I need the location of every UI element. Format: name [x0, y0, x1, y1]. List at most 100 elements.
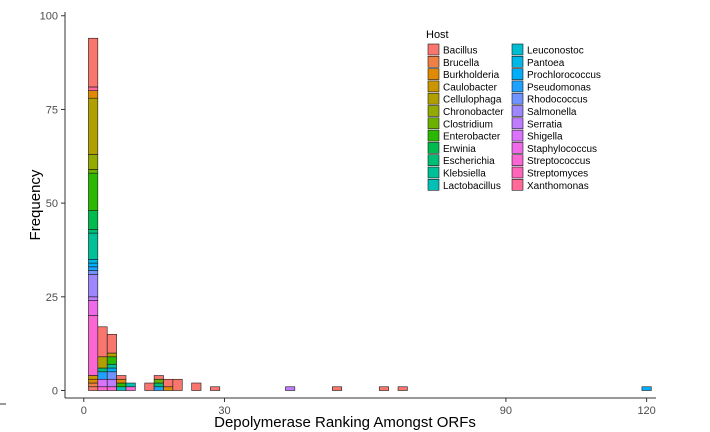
bar-segment-bacillus-bin-24: [191, 382, 202, 391]
bar-segment-serratia-bin-44: [285, 386, 296, 391]
bar-segment-burkholderia-bin-2: [88, 90, 99, 99]
bar-segment-bacillus-bin-2: [88, 37, 99, 88]
bar-segment-bacillus-bin-16: [153, 375, 164, 380]
legend-label-brucella: Brucella: [443, 58, 480, 69]
legend-title: Host: [426, 29, 449, 41]
bar-segment-xanthomonas-bin-2: [88, 86, 99, 91]
bar-segment-burkholderia-bin-8: [116, 378, 127, 384]
legend-label-burkholderia: Burkholderia: [443, 70, 500, 81]
bar-segment-bacillus-bin-28: [210, 386, 221, 391]
bar-segment-bacillus-bin-6: [106, 333, 117, 354]
legend-label-cellulophaga: Cellulophaga: [443, 95, 502, 106]
legend-swatch-pantoea: [511, 55, 524, 68]
bar-segment-bacillus-bin-64: [378, 386, 389, 391]
bar-segment-bacillus-bin-68: [397, 386, 408, 391]
bar-segment-pseudomonas-bin-2: [88, 266, 99, 271]
bar-segment-clostridium-bin-16: [153, 378, 164, 384]
legend-swatch-burkholderia: [427, 68, 440, 80]
legend-swatch-lactobacillus: [427, 179, 440, 191]
legend-swatch-rhodococcus: [511, 92, 524, 105]
y-tick-label-0: 0: [52, 386, 58, 398]
legend-label-pantoea: Pantoea: [527, 58, 565, 69]
bar-segment-cellulophaga-bin-4: [97, 356, 108, 369]
plot-area: 0 25 50 75 100 0 30 90 120: [40, 11, 656, 417]
bars-layer: [88, 37, 652, 391]
legend-swatch-staphylococcus: [511, 142, 524, 154]
y-tick-label-50: 50: [46, 198, 58, 210]
legend-swatch-leuconostoc: [511, 43, 524, 56]
y-axis-ticks: 0 25 50 75 100: [40, 11, 65, 398]
bar-segment-lactobacillus-bin-8: [116, 386, 127, 391]
legend-swatch-caulobacter: [427, 80, 440, 93]
bar-segment-enterobacter-bin-8: [116, 382, 127, 388]
legend-label-serratia: Serratia: [527, 119, 562, 130]
legend-swatch-prochlorococcus: [511, 68, 524, 80]
bar-segment-bacillus-bin-14: [144, 382, 155, 391]
legend-swatch-salmonella: [511, 105, 524, 117]
x-tick-label-0: 0: [81, 405, 87, 417]
legend-label-staphylococcus: Staphylococcus: [527, 144, 597, 155]
legend-label-leuconostoc: Leuconostoc: [527, 46, 584, 57]
bar-segment-escherichia-bin-16: [153, 382, 164, 388]
legend-label-shigella: Shigella: [527, 132, 563, 143]
legend-label-prochlorococcus: Prochlorococcus: [527, 70, 601, 81]
bar-segment-lactobacillus-bin-10: [125, 382, 136, 388]
legend-label-lactobacillus: Lactobacillus: [443, 181, 501, 192]
bar-segment-streptococcus-bin-6: [106, 386, 117, 391]
bar-segment-burkholderia-bin-18: [163, 386, 174, 391]
bar-segment-klebsiella-bin-2: [88, 232, 99, 260]
y-tick-label-75: 75: [46, 104, 58, 116]
bar-segment-clostridium-bin-2: [88, 169, 99, 174]
bar-segment-cellulophaga-bin-6: [106, 352, 117, 358]
legend-label-rhodococcus: Rhodococcus: [527, 95, 588, 106]
bar-segment-pseudomonas-bin-16: [153, 386, 164, 391]
bar-segment-streptococcus-bin-4: [97, 386, 108, 391]
bar-segment-burkholderia-bin-2: [88, 378, 99, 384]
bar-segment-cellulophaga-bin-2: [88, 97, 99, 155]
y-tick-label-25: 25: [46, 292, 58, 304]
legend-swatch-cellulophaga: [427, 92, 440, 105]
bar-segment-rhodococcus-bin-2: [88, 270, 99, 275]
bar-segment-klebsiella-bin-6: [106, 363, 117, 369]
bar-segment-pseudomonas-bin-4: [97, 371, 108, 380]
legend-label-erwinia: Erwinia: [443, 144, 476, 155]
bar-segment-enterobacter-bin-2: [88, 172, 99, 211]
legend-label-chronobacter: Chronobacter: [443, 107, 504, 118]
legend-label-streptomyces: Streptomyces: [527, 169, 588, 180]
x-axis-ticks: 0 30 90 120: [81, 398, 656, 417]
bar-segment-prochlorococcus-bin-2: [88, 262, 99, 268]
legend-label-klebsiella: Klebsiella: [443, 169, 486, 180]
bar-segment-staphylococcus-bin-2: [88, 300, 99, 316]
legend-swatch-brucella: [427, 55, 440, 68]
bar-segment-streptococcus-bin-10: [125, 386, 136, 391]
bar-segment-escherichia-bin-4: [97, 367, 108, 373]
bar-segment-enterobacter-bin-6: [106, 356, 117, 365]
bar-segment-erwinia-bin-2: [88, 210, 99, 230]
x-tick-label-30: 30: [218, 405, 230, 417]
y-axis-title: Frequency: [27, 169, 44, 240]
bar-segment-bacillus-bin-18: [163, 378, 174, 388]
legend: Host BacillusBrucellaBurkholderiaCauloba…: [426, 29, 601, 192]
bar-segment-prochlorococcus-bin-120: [641, 386, 652, 391]
legend-swatch-streptococcus: [511, 154, 524, 166]
legend-label-caulobacter: Caulobacter: [443, 82, 498, 93]
legend-swatch-clostridium: [427, 117, 440, 130]
legend-label-streptococcus: Streptococcus: [527, 156, 590, 167]
legend-swatch-escherichia: [427, 154, 440, 166]
bar-segment-caulobacter-bin-2: [88, 375, 99, 380]
legend-swatch-chronobacter: [427, 105, 440, 117]
legend-swatch-shigella: [511, 129, 524, 142]
legend-label-clostridium: Clostridium: [443, 119, 493, 130]
x-tick-label-120: 120: [637, 405, 655, 417]
legend-swatch-serratia: [511, 117, 524, 130]
bar-segment-bacillus-bin-4: [97, 326, 108, 358]
bar-segment-serratia-bin-6: [106, 378, 117, 388]
x-tick-label-90: 90: [500, 405, 512, 417]
bar-segment-rhodococcus-bin-6: [106, 371, 117, 380]
bar-segment-bacillus-bin-54: [332, 386, 343, 391]
bar-segment-salmonella-bin-2: [88, 274, 99, 298]
legend-label-enterobacter: Enterobacter: [443, 132, 501, 143]
legend-swatch-bacillus: [427, 43, 440, 56]
